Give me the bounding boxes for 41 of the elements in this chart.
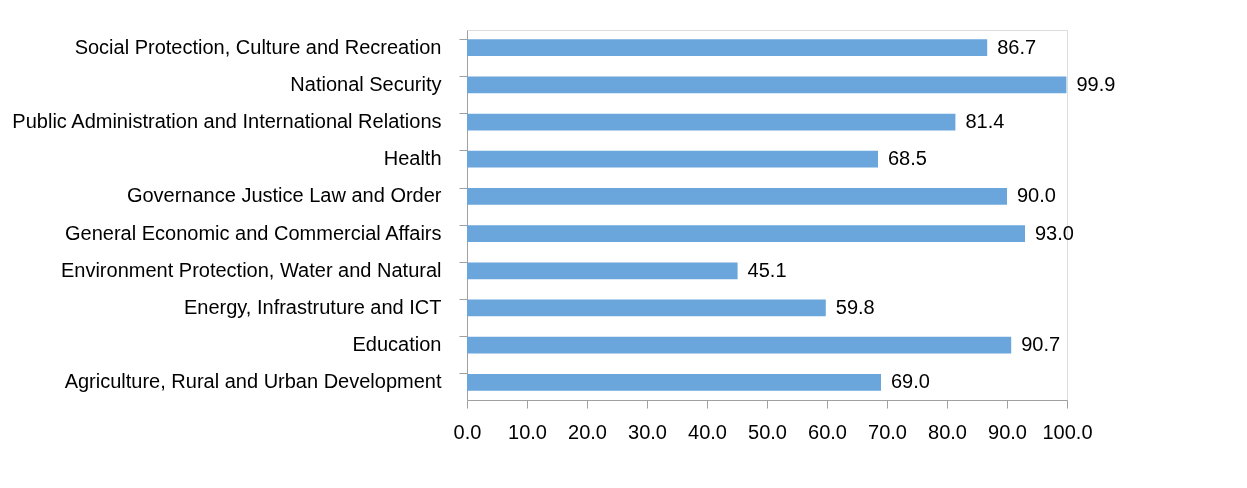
y-tick-label: Education (352, 333, 442, 356)
data-label: 86.7 (997, 35, 1037, 58)
data-label: 93.0 (1035, 221, 1074, 244)
y-tick-label: Agriculture, Rural and Urban Development (64, 370, 442, 393)
y-tick-label: Environment Protection, Water and Natural (60, 258, 442, 281)
y-tick-label: Public Administration and International Relations (12, 110, 442, 133)
x-tick-label: 90.0 (988, 420, 1027, 443)
x-tick-label: 40.0 (688, 420, 727, 443)
y-tick-label: Energy, Infrastruture and ICT (183, 295, 442, 318)
bar (467, 262, 738, 280)
bar (467, 113, 956, 131)
bar (467, 225, 1025, 242)
data-label: 59.8 (835, 295, 875, 318)
x-tick-label: 60.0 (808, 420, 847, 443)
bar (467, 150, 878, 168)
bar (467, 373, 881, 391)
data-label: 68.5 (888, 147, 927, 170)
y-tick-label: National Security (290, 72, 442, 95)
bar (467, 39, 988, 57)
x-tick-label: 50.0 (748, 420, 787, 443)
data-label: 69.0 (891, 370, 930, 393)
bar (467, 76, 1067, 94)
bar (467, 299, 826, 317)
data-label: 45.1 (747, 258, 787, 281)
data-label: 90.7 (1021, 333, 1061, 356)
y-tick-label: Governance Justice Law and Order (126, 184, 442, 207)
bar (467, 188, 1007, 205)
x-tick-label: 20.0 (568, 420, 607, 443)
y-tick-label: General Economic and Commercial Affairs (65, 221, 442, 244)
y-tick-label: Health (383, 147, 442, 170)
y-tick-label: Social Protection, Culture and Recreation (74, 35, 442, 58)
x-tick-label: 100.0 (1042, 420, 1093, 443)
x-tick-label: 70.0 (868, 420, 907, 443)
data-label: 81.4 (965, 110, 1005, 133)
x-tick-label: 80.0 (928, 420, 967, 443)
data-label: 99.9 (1076, 72, 1116, 95)
x-tick-label: 0.0 (453, 420, 482, 443)
x-tick-label: 10.0 (508, 420, 547, 443)
data-label: 90.0 (1017, 184, 1056, 207)
x-tick-label: 30.0 (628, 420, 667, 443)
bar (467, 336, 1012, 354)
